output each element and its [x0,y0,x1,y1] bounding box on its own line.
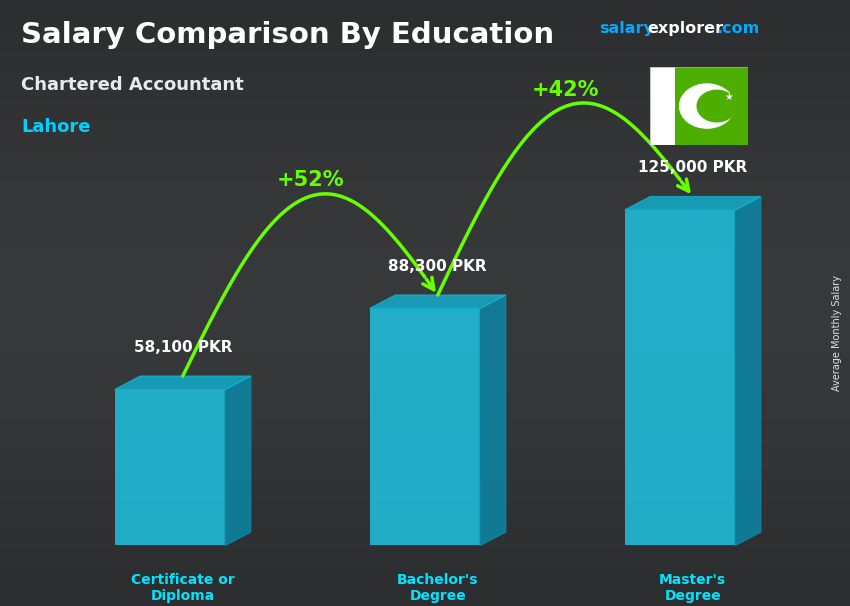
Text: 125,000 PKR: 125,000 PKR [638,161,747,175]
Polygon shape [625,196,761,210]
Text: explorer: explorer [648,21,724,36]
Text: Lahore: Lahore [21,118,91,136]
Text: Certificate or
Diploma: Certificate or Diploma [131,573,235,603]
Circle shape [679,84,734,128]
Text: Salary Comparison By Education: Salary Comparison By Education [21,21,554,49]
Text: +52%: +52% [276,170,344,190]
Polygon shape [480,295,506,545]
Circle shape [697,90,736,122]
Text: Bachelor's
Degree: Bachelor's Degree [397,573,479,603]
Polygon shape [370,295,506,308]
Text: salary: salary [599,21,654,36]
Text: +42%: +42% [531,81,599,101]
Polygon shape [675,67,748,145]
Text: .com: .com [717,21,760,36]
Polygon shape [650,67,675,145]
Polygon shape [225,376,251,545]
Text: Master's
Degree: Master's Degree [660,573,726,603]
Text: 88,300 PKR: 88,300 PKR [388,259,487,274]
Polygon shape [115,390,225,545]
Polygon shape [115,376,251,390]
Text: ★: ★ [724,92,733,102]
Polygon shape [735,196,761,545]
Polygon shape [370,308,480,545]
Polygon shape [625,210,735,545]
Text: Average Monthly Salary: Average Monthly Salary [832,275,842,391]
Text: 58,100 PKR: 58,100 PKR [133,340,232,355]
Text: Chartered Accountant: Chartered Accountant [21,76,244,94]
